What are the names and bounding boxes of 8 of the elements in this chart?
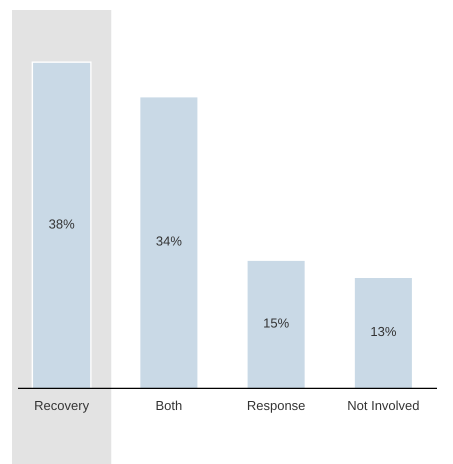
data-label: 38% <box>48 216 76 232</box>
data-label: 13% <box>370 324 397 340</box>
data-label: 34% <box>156 234 182 249</box>
x-tick-label: Not Involved <box>347 398 420 413</box>
data-label: 15% <box>263 315 290 330</box>
x-tick-label: Response <box>246 398 306 413</box>
x-tick-label: Both <box>156 398 182 413</box>
x-tick-label: Recovery <box>34 398 90 413</box>
